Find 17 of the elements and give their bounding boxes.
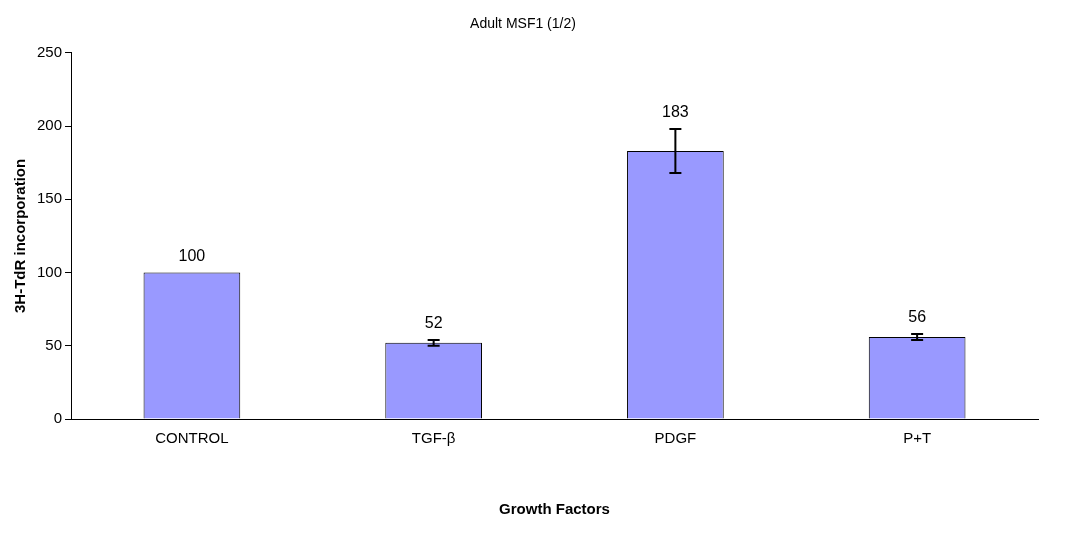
- y-tick-label: 0: [53, 409, 63, 427]
- x-tick-label: PDGF: [654, 429, 697, 447]
- y-tick-label: 50: [45, 335, 63, 353]
- data-label: 100: [178, 246, 206, 264]
- x-tick-label: CONTROL: [155, 429, 229, 447]
- x-tick-label: P+T: [903, 429, 932, 447]
- y-tick-label: 150: [37, 189, 63, 207]
- y-axis-title: 3H-TdR incorporation: [11, 158, 29, 313]
- data-label: 56: [908, 308, 927, 326]
- y-tick-label: 100: [37, 262, 63, 280]
- x-tick-label: TGF-β: [411, 429, 456, 447]
- y-tick-label: 200: [37, 116, 63, 134]
- chart-title: Adult MSF1 (1/2): [470, 15, 576, 32]
- y-tick-label: 250: [37, 42, 63, 60]
- x-axis-title: Growth Factors: [499, 500, 610, 518]
- data-label: 183: [662, 103, 689, 121]
- data-label: 52: [424, 314, 443, 332]
